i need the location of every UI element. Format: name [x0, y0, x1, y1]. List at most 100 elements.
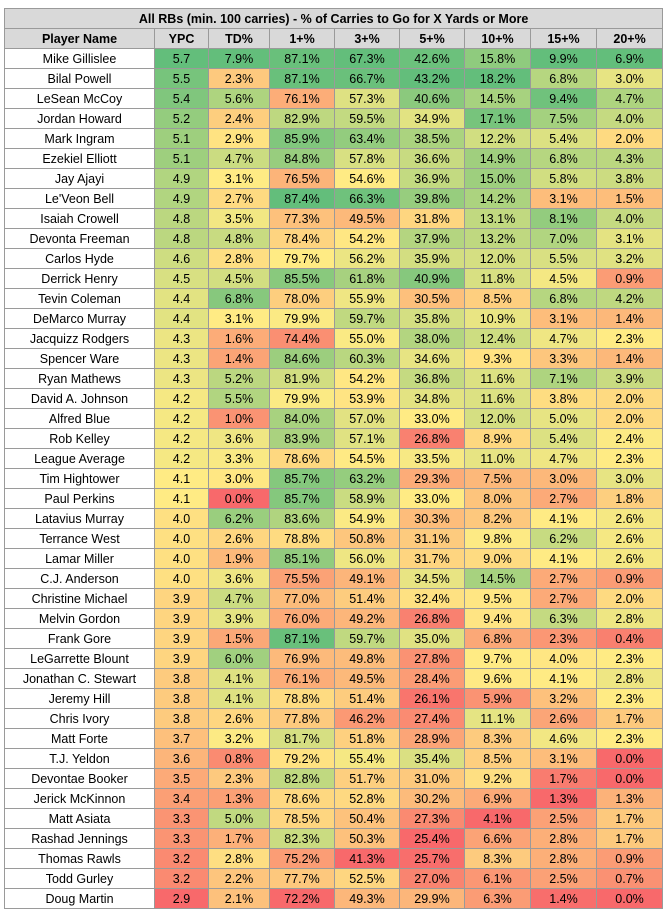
player-name-cell: Paul Perkins	[4, 488, 155, 509]
stat-cell: 13.2%	[464, 228, 531, 249]
stat-cell: 1.4%	[530, 888, 597, 909]
stat-cell: 51.7%	[334, 768, 400, 789]
stat-cell: 1.9%	[208, 548, 270, 569]
stat-cell: 17.1%	[464, 108, 531, 129]
stat-cell: 0.0%	[208, 488, 270, 509]
stat-cell: 29.9%	[399, 888, 465, 909]
stat-cell: 77.8%	[269, 708, 335, 729]
stat-cell: 9.6%	[464, 668, 531, 689]
stat-cell: 33.0%	[399, 488, 465, 509]
table-row: Rashad Jennings 3.3 1.7% 82.3% 50.3% 25.4% 6.6…	[4, 828, 664, 849]
stat-cell: 52.8%	[334, 788, 400, 809]
stat-cell: 1.4%	[595, 348, 664, 369]
table-row: Thomas Rawls 3.2 2.8% 75.2% 41.3% 25.7% 8.3% 2.…	[4, 848, 664, 869]
stat-cell: 1.4%	[208, 348, 270, 369]
stat-cell: 3.9	[154, 648, 209, 669]
player-name-cell: Jerick McKinnon	[4, 788, 155, 809]
stat-cell: 5.8%	[530, 168, 597, 189]
stat-cell: 4.4	[154, 288, 209, 309]
stat-cell: 3.1%	[530, 748, 597, 769]
stat-cell: 14.5%	[464, 88, 531, 109]
stat-cell: 3.9	[154, 608, 209, 629]
stat-cell: 79.9%	[269, 388, 335, 409]
stat-cell: 35.0%	[399, 628, 465, 649]
stat-cell: 31.1%	[399, 528, 465, 549]
stat-cell: 67.3%	[334, 48, 400, 69]
stat-cell: 6.3%	[464, 888, 531, 909]
stat-cell: 26.1%	[399, 688, 465, 709]
stat-cell: 4.7%	[208, 588, 270, 609]
stat-cell: 76.5%	[269, 168, 335, 189]
stat-cell: 3.0%	[595, 68, 664, 89]
stat-cell: 84.8%	[269, 148, 335, 169]
stat-cell: 12.0%	[464, 408, 531, 429]
stat-cell: 36.8%	[399, 368, 465, 389]
stat-cell: 6.9%	[464, 788, 531, 809]
stat-cell: 3.1%	[208, 308, 270, 329]
stat-cell: 8.2%	[464, 508, 531, 529]
stat-cell: 11.1%	[464, 708, 531, 729]
player-name-cell: Ryan Mathews	[4, 368, 155, 389]
column-header: 15+%	[530, 28, 597, 49]
stat-cell: 1.7%	[595, 708, 664, 729]
stat-cell: 2.0%	[595, 128, 664, 149]
stat-cell: 2.6%	[208, 528, 270, 549]
table-row: Spencer Ware 4.3 1.4% 84.6% 60.3% 34.6% 9.3% 3.…	[4, 348, 664, 369]
player-name-cell: Mike Gillislee	[4, 48, 155, 69]
player-name-cell: Spencer Ware	[4, 348, 155, 369]
stat-cell: 3.0%	[595, 468, 664, 489]
table-row: Latavius Murray 4.0 6.2% 83.6% 54.9% 30.3% 8.2…	[4, 508, 664, 529]
stat-cell: 4.5%	[208, 268, 270, 289]
stat-cell: 11.0%	[464, 448, 531, 469]
stat-cell: 7.5%	[530, 108, 597, 129]
stat-cell: 3.0%	[208, 468, 270, 489]
stat-cell: 83.9%	[269, 428, 335, 449]
stat-cell: 3.9	[154, 628, 209, 649]
table-row: DeMarco Murray 4.4 3.1% 79.9% 59.7% 35.8% 10.9…	[4, 308, 664, 329]
stat-cell: 15.0%	[464, 168, 531, 189]
stat-cell: 2.4%	[595, 428, 664, 449]
column-header: 20+%	[595, 28, 664, 49]
stat-cell: 36.6%	[399, 148, 465, 169]
player-name-cell: Bilal Powell	[4, 68, 155, 89]
stat-cell: 0.9%	[595, 848, 664, 869]
stat-cell: 77.3%	[269, 208, 335, 229]
table-row: Jerick McKinnon 3.4 1.3% 78.6% 52.8% 30.2% 6.9…	[4, 788, 664, 809]
stat-cell: 3.2%	[595, 248, 664, 269]
stat-cell: 33.5%	[399, 448, 465, 469]
stat-cell: 4.6	[154, 248, 209, 269]
stat-cell: 5.5%	[530, 248, 597, 269]
column-header: 1+%	[269, 28, 335, 49]
stat-cell: 4.7%	[530, 328, 597, 349]
stat-cell: 1.7%	[595, 828, 664, 849]
stat-cell: 4.1%	[530, 508, 597, 529]
table-row: C.J. Anderson 4.0 3.6% 75.5% 49.1% 34.5% 14.5%…	[4, 568, 664, 589]
stat-cell: 58.9%	[334, 488, 400, 509]
stat-cell: 63.4%	[334, 128, 400, 149]
stat-cell: 35.8%	[399, 308, 465, 329]
stat-cell: 3.1%	[530, 188, 597, 209]
stat-cell: 2.6%	[595, 548, 664, 569]
stat-cell: 4.8	[154, 208, 209, 229]
stat-cell: 2.3%	[595, 688, 664, 709]
stat-cell: 7.9%	[208, 48, 270, 69]
stat-cell: 81.9%	[269, 368, 335, 389]
table-row: Carlos Hyde 4.6 2.8% 79.7% 56.2% 35.9% 12.0% 5.…	[4, 248, 664, 269]
stat-cell: 34.6%	[399, 348, 465, 369]
player-name-cell: Rashad Jennings	[4, 828, 155, 849]
stat-cell: 84.6%	[269, 348, 335, 369]
stat-cell: 57.3%	[334, 88, 400, 109]
table-row: Devonta Freeman 4.8 4.8% 78.4% 54.2% 37.9% 13.…	[4, 228, 664, 249]
stat-cell: 85.9%	[269, 128, 335, 149]
stat-cell: 6.3%	[530, 608, 597, 629]
table-row: Jay Ajayi 4.9 3.1% 76.5% 54.6% 36.9% 15.0% 5.8%…	[4, 168, 664, 189]
stat-cell: 59.7%	[334, 308, 400, 329]
stat-cell: 9.5%	[464, 588, 531, 609]
stat-cell: 2.4%	[208, 108, 270, 129]
stat-cell: 49.8%	[334, 648, 400, 669]
stat-cell: 4.9	[154, 188, 209, 209]
stat-cell: 14.2%	[464, 188, 531, 209]
stat-cell: 85.1%	[269, 548, 335, 569]
stat-cell: 2.8%	[595, 668, 664, 689]
table-row: Mark Ingram 5.1 2.9% 85.9% 63.4% 38.5% 12.2% 5.…	[4, 128, 664, 149]
